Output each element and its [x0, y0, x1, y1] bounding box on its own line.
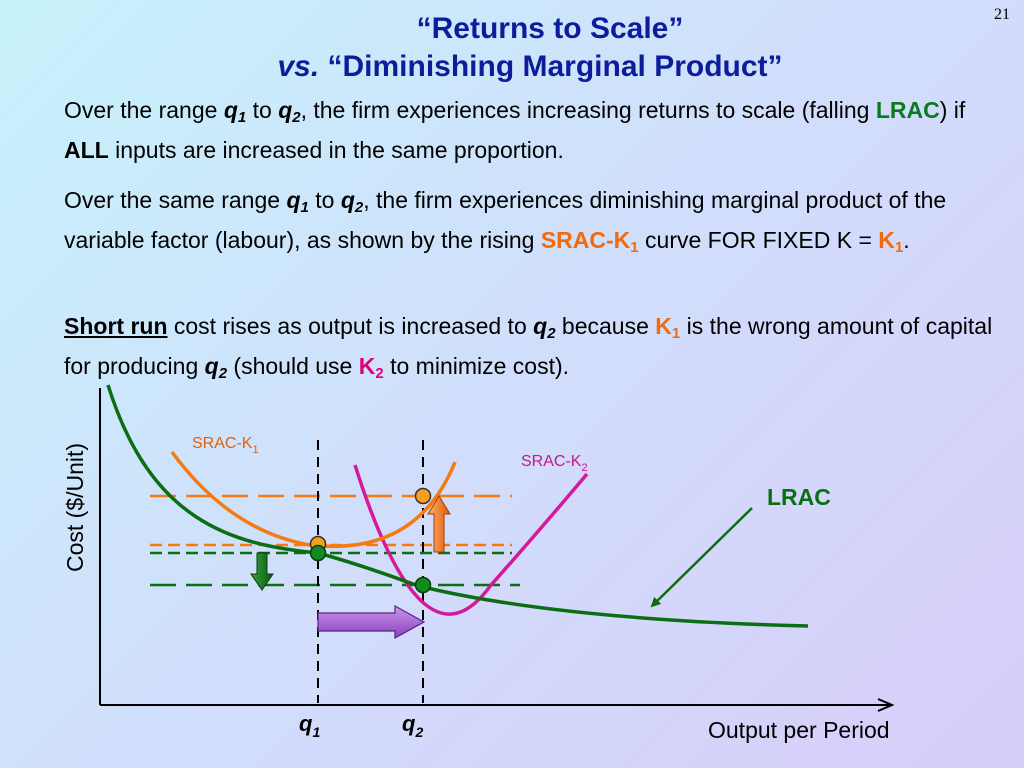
- paragraph-diminishing-mp: Over the same range q1 to q2, the firm e…: [64, 184, 994, 264]
- p3-text: (should use: [227, 353, 359, 379]
- p1-lrac: LRAC: [875, 97, 940, 123]
- title-line-2: vs. “Diminishing Marginal Product”: [230, 48, 830, 86]
- p3-text: to minimize cost).: [383, 353, 570, 379]
- lrac-point-at-q1: [309, 544, 327, 562]
- p3-text: because: [555, 313, 656, 339]
- p3-k1: K1: [655, 313, 681, 342]
- p1-text: ) if: [939, 97, 966, 123]
- x-axis-label: Output per Period: [708, 717, 890, 743]
- page-number: 21: [994, 6, 1010, 23]
- q1-label: q1: [299, 711, 320, 740]
- title-line-1: “Returns to Scale”: [416, 12, 684, 45]
- p3-text: is the wrong amount of capital for produ…: [64, 313, 993, 379]
- p3-q2b: q2: [204, 353, 228, 382]
- srac-k2-curve: [353, 464, 589, 616]
- paragraph-short-run: Short run cost rises as output is increa…: [64, 310, 994, 390]
- paragraph-returns-to-scale: Over the range q1 to q2, the firm experi…: [64, 94, 994, 166]
- slide-title: “Returns to Scale” vs. “Diminishing Marg…: [250, 10, 850, 86]
- cost-rise-arrow: [427, 495, 451, 553]
- p2-text: .: [903, 227, 910, 253]
- y-axis-label: Cost ($/Unit): [62, 443, 88, 572]
- title-vs: vs.: [277, 50, 320, 83]
- p3-text: cost rises as output is increased to: [167, 313, 534, 339]
- p2-q2: q2: [340, 187, 364, 216]
- p2-text: Over the same range: [64, 187, 287, 213]
- p3-short-run: Short run: [64, 313, 168, 339]
- p1-q2: q2: [278, 97, 301, 126]
- cost-fall-arrow: [250, 552, 274, 591]
- p3-q2: q2: [533, 313, 556, 342]
- q2-label: q2: [402, 711, 423, 740]
- p1-all: ALL: [64, 137, 109, 163]
- p1-text: to: [246, 97, 279, 123]
- p2-srac-k1: SRAC-K1: [540, 227, 639, 256]
- lrac-pointer-arrow: [650, 507, 753, 608]
- lrac-curve: [106, 384, 809, 628]
- p2-k1: K1: [878, 227, 904, 256]
- p3-k2: K2: [358, 353, 384, 382]
- p1-q1: q1: [223, 97, 247, 126]
- p1-text: Over the range: [64, 97, 224, 123]
- srac-k1-point-at-q2: [414, 487, 432, 505]
- srac-k2-label: SRAC-K2: [521, 453, 588, 474]
- lrac-point-at-q2: [414, 576, 432, 594]
- output-increase-arrow: [317, 604, 426, 640]
- p2-text: to: [308, 187, 341, 213]
- p2-text: curve FOR FIXED K =: [638, 227, 879, 253]
- p1-text: inputs are increased in the same proport…: [108, 137, 564, 163]
- srac-k1-label: SRAC-K1: [192, 435, 259, 456]
- lrac-label: LRAC: [767, 484, 831, 510]
- x-axis-arrowhead: [877, 698, 895, 712]
- p1-text: , the firm experiences increasing return…: [300, 97, 876, 123]
- title-line-2-rest: “Diminishing Marginal Product”: [319, 50, 783, 83]
- p2-q1: q1: [286, 187, 309, 216]
- srac-k1-curve: [170, 450, 457, 548]
- p2-text: , the firm experiences diminishing margi…: [64, 187, 947, 253]
